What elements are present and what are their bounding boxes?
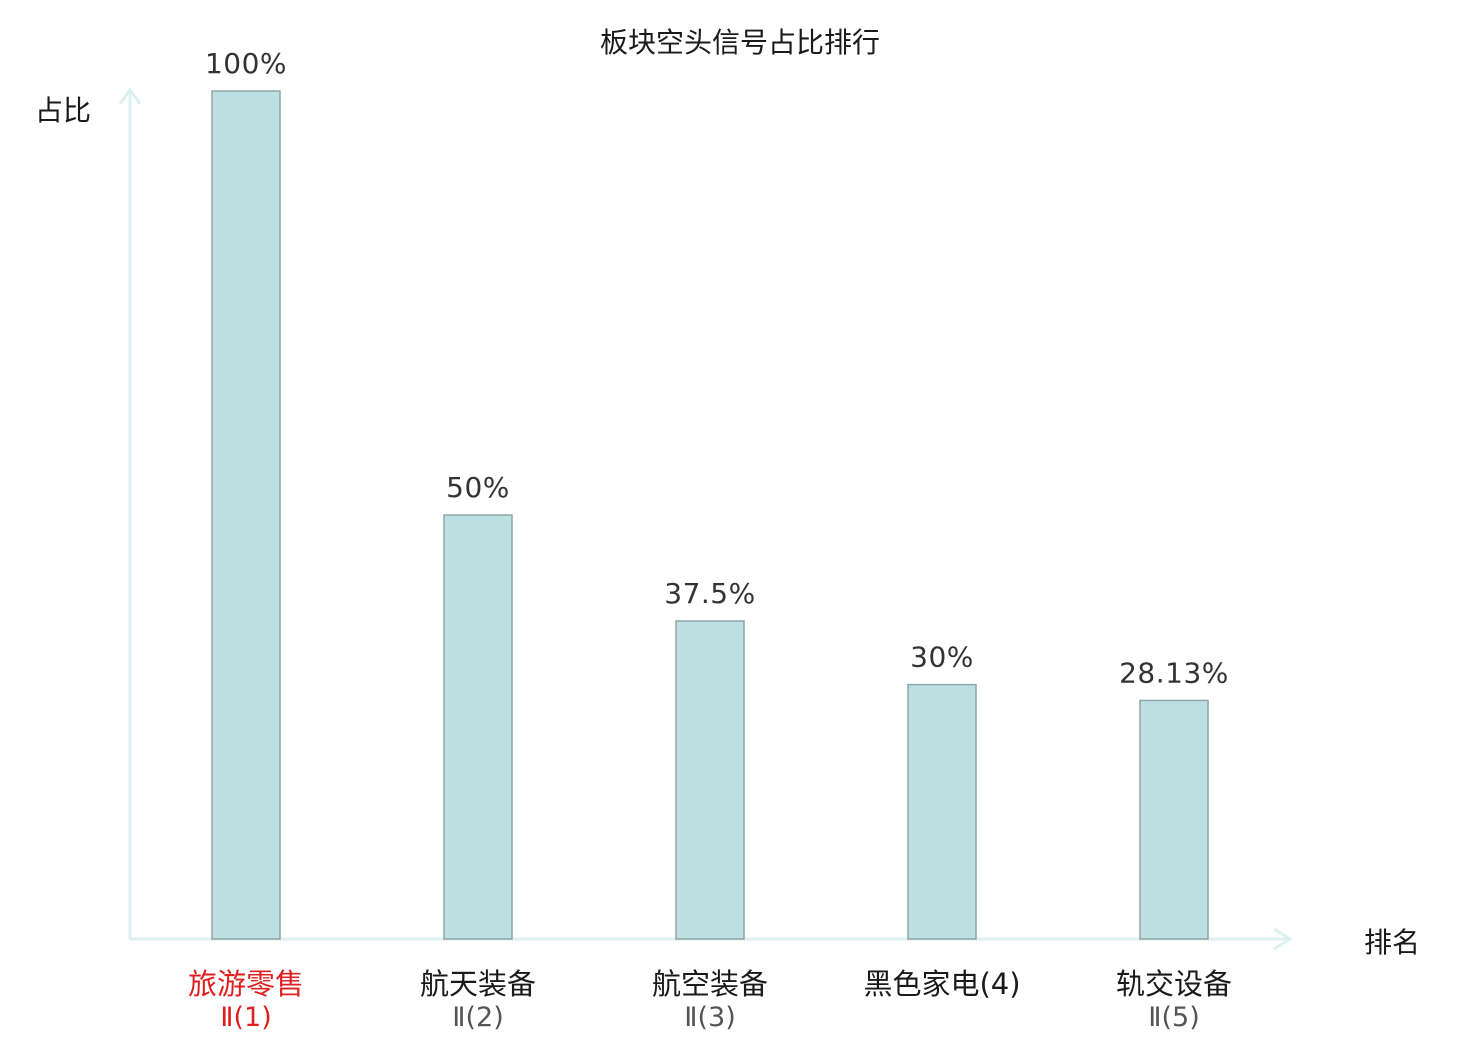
bar xyxy=(443,514,513,940)
y-axis-arrow xyxy=(118,87,142,105)
data-label: 37.5% xyxy=(664,577,755,610)
category-label: 旅游零售 xyxy=(188,967,304,1001)
x-axis-label: 排名 xyxy=(1364,926,1420,959)
category-label: 航空装备 xyxy=(652,967,768,1001)
category-label: 航天装备 xyxy=(420,967,536,1001)
bar xyxy=(907,683,977,940)
bar xyxy=(1139,699,1209,940)
data-label: 28.13% xyxy=(1119,656,1229,689)
category-label: 黑色家电(4) xyxy=(863,967,1020,1001)
category-sublabel: Ⅱ(1) xyxy=(220,1002,272,1033)
data-label: 50% xyxy=(446,471,510,504)
chart-title: 板块空头信号占比排行 xyxy=(600,26,880,59)
bar xyxy=(675,620,745,940)
category-sublabel: Ⅱ(2) xyxy=(452,1002,504,1033)
data-label: 100% xyxy=(205,47,287,80)
y-axis-label: 占比 xyxy=(35,94,91,127)
category-label: 轨交设备 xyxy=(1116,967,1232,1001)
category-sublabel: Ⅱ(5) xyxy=(1148,1002,1200,1033)
bars-group xyxy=(211,90,1209,940)
data-label: 30% xyxy=(910,641,974,674)
x-axis-arrow xyxy=(1273,927,1293,951)
bar xyxy=(211,90,281,940)
category-sublabel: Ⅱ(3) xyxy=(684,1002,736,1033)
